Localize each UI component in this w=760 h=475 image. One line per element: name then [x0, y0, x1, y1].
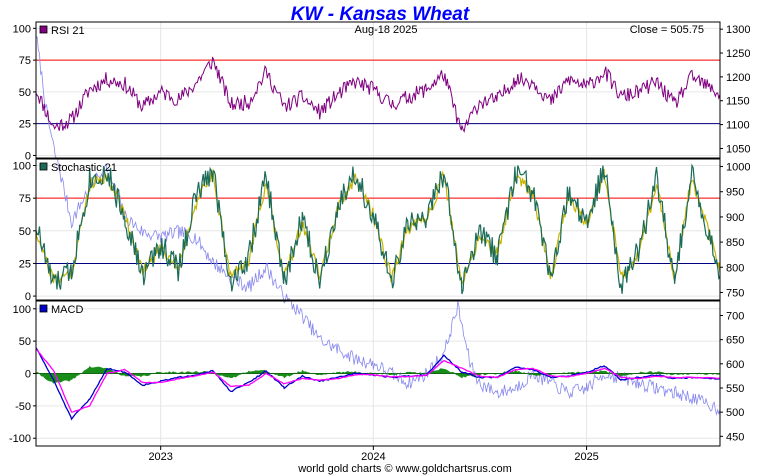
close-label: Close = 505.75 [630, 24, 704, 36]
footer-credit: world gold charts © www.goldchartsrus.co… [297, 463, 512, 475]
y-tick-label: 100 [13, 23, 31, 35]
rsi-line [35, 56, 721, 133]
price-tick-label: 500 [726, 407, 744, 419]
price-tick-label: 1200 [726, 72, 750, 84]
macd-line [35, 347, 721, 421]
x-tick-label: 2023 [148, 451, 172, 463]
legend-label: MACD [51, 304, 83, 316]
price-tick-label: 550 [726, 383, 744, 395]
y-tick-label: 75 [19, 55, 31, 67]
chart-title: KW - Kansas Wheat [291, 4, 470, 25]
price-tick-label: 1150 [726, 96, 750, 108]
price-tick-label: 650 [726, 335, 744, 347]
price-line [36, 300, 721, 416]
price-tick-label: 750 [726, 287, 744, 299]
y-tick-label: -50 [15, 401, 31, 413]
stochastic-fast-line [35, 163, 721, 295]
rsi-panel: 0 25 50 75 100 1050 1100 1150 1200 1250 1300 RSI 21 [13, 21, 750, 162]
price-tick-label: 1300 [726, 24, 750, 36]
y-tick-label: 25 [19, 119, 31, 131]
price-tick-label: 1000 [726, 162, 750, 174]
legend-swatch [39, 25, 48, 34]
y-tick-label: 0 [25, 150, 31, 162]
price-tick-label: 900 [726, 212, 744, 224]
legend-label: RSI 21 [51, 25, 85, 37]
date-label: Aug-18 2025 [355, 24, 418, 36]
y-tick-label: 0 [25, 291, 31, 303]
price-tick-label: 600 [726, 359, 744, 371]
price-tick-label: 1250 [726, 48, 750, 60]
y-tick-label: 50 [19, 226, 31, 238]
y-tick-label: 50 [19, 87, 31, 99]
x-axis: 2023 2024 2025 [148, 446, 599, 463]
price-tick-label: 700 [726, 311, 744, 323]
y-tick-label: 100 [13, 304, 31, 316]
y-tick-label: 50 [19, 336, 31, 348]
price-tick-label: 950 [726, 187, 744, 199]
legend-label: Stochastic 21 [51, 162, 117, 174]
macd-histogram [35, 365, 721, 384]
y-tick-label: 75 [19, 193, 31, 205]
y-tick-label: 100 [13, 161, 31, 173]
x-tick-label: 2025 [574, 451, 598, 463]
legend-swatch [39, 304, 48, 313]
x-tick-label: 2024 [361, 451, 385, 463]
y-tick-label: 25 [19, 258, 31, 270]
legend-swatch [39, 162, 48, 171]
macd-signal-line [35, 348, 721, 413]
price-tick-label: 1100 [726, 120, 750, 132]
panel-frame [35, 300, 721, 447]
price-tick-label: 800 [726, 262, 744, 274]
y-tick-label: 0 [25, 369, 31, 381]
panel-frame [35, 21, 721, 159]
price-tick-label: 450 [726, 431, 744, 443]
price-tick-label: 1050 [726, 143, 750, 155]
price-tick-label: 850 [726, 237, 744, 249]
stochastic-panel: 0 25 50 75 100 750 800 850 900 950 1000 Stochastic … [13, 158, 750, 303]
panels: 0 25 50 75 100 1050 1100 1150 1200 1250 1300 RSI 21… [9, 21, 750, 447]
y-tick-label: -100 [9, 433, 31, 445]
panel-frame [35, 158, 721, 301]
